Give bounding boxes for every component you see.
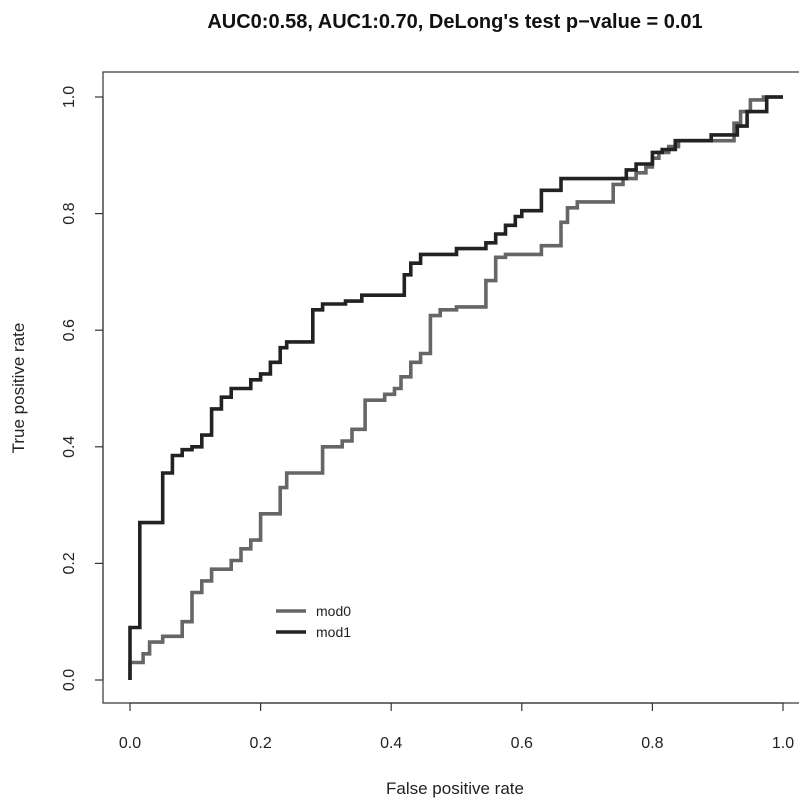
x-axis-label: False positive rate bbox=[386, 779, 524, 798]
legend-label-mod1: mod1 bbox=[316, 624, 351, 640]
y-tick-label: 0.6 bbox=[61, 319, 78, 341]
x-tick-label: 0.0 bbox=[119, 735, 141, 752]
x-tick-label: 0.8 bbox=[641, 735, 663, 752]
y-axis: 0.0 0.2 0.4 0.6 0.8 1.0 bbox=[61, 86, 104, 691]
series-line-mod1 bbox=[128, 95, 783, 680]
x-axis: 0.0 0.2 0.4 0.6 0.8 1.0 bbox=[119, 702, 794, 752]
series-line-mod0 bbox=[128, 95, 783, 680]
y-tick-label: 0.8 bbox=[61, 202, 78, 224]
x-tick-label: 0.4 bbox=[380, 735, 402, 752]
legend: mod0 mod1 bbox=[276, 603, 351, 640]
x-tick-label: 1.0 bbox=[772, 735, 794, 752]
y-axis-label: True positive rate bbox=[9, 323, 28, 454]
y-tick-label: 0.2 bbox=[61, 552, 78, 574]
x-tick-label: 0.2 bbox=[249, 735, 271, 752]
y-tick-label: 0.0 bbox=[61, 669, 78, 691]
y-tick-label: 1.0 bbox=[61, 86, 78, 108]
x-tick-label: 0.6 bbox=[511, 735, 533, 752]
series-layer bbox=[128, 95, 783, 680]
plot-frame bbox=[102, 71, 799, 704]
chart-title: AUC0:0.58, AUC1:0.70, DeLong's test p−va… bbox=[207, 11, 702, 33]
y-tick-label: 0.4 bbox=[61, 436, 78, 458]
legend-label-mod0: mod0 bbox=[316, 603, 351, 619]
